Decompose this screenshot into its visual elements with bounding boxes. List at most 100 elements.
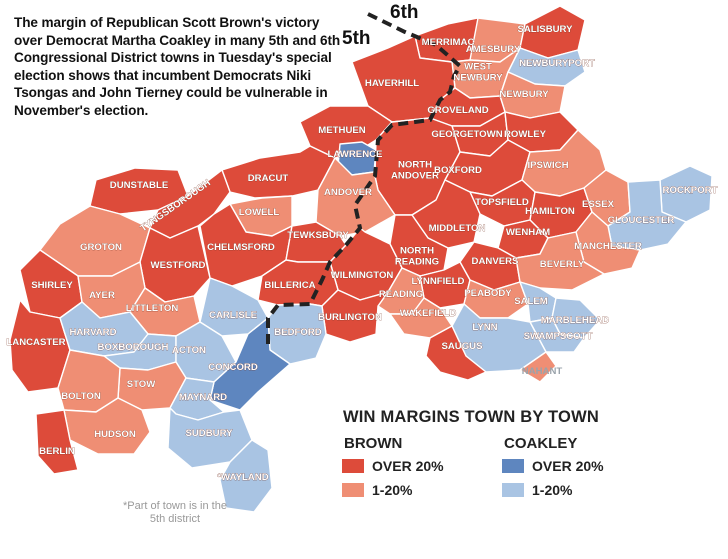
town-label-shirley: SHIRLEY [31, 280, 73, 291]
town-label-burlington: BURLINGTON [318, 312, 382, 323]
town-label-line-concord: CONCORD [208, 362, 258, 373]
map-caption: The margin of Republican Scott Brown's v… [14, 15, 341, 118]
legend-brown: BROWN OVER 20% 1-20% [342, 435, 464, 506]
town-region-nahant [519, 351, 557, 383]
town-label-line-stow: STOW [127, 379, 157, 390]
town-label-chelmsford: CHELMSFORD [207, 242, 275, 253]
town-label-line-hamilton: HAMILTON [525, 206, 575, 217]
town-label-line-amesbury: AMESBURY [466, 44, 521, 55]
town-region-wayland [219, 439, 273, 513]
town-label-line-west-newbury: NEWBURY [453, 73, 503, 84]
town-label-line-billerica: BILLERICA [264, 280, 315, 291]
town-label-newburyport: NEWBURYPORT [519, 58, 595, 69]
town-label-georgetown: GEORGETOWN [431, 129, 502, 140]
town-label-line-north-reading: READING [395, 257, 439, 268]
town-label-line-hudson: HUDSON [94, 429, 136, 440]
town-label-salem: SALEM [514, 296, 548, 307]
town-label-line-newbury: NEWBURY [499, 89, 549, 100]
town-label-line-groveland: GROVELAND [427, 105, 488, 116]
town-region-hudson [63, 397, 151, 455]
town-label-line-danvers: DANVERS [472, 256, 520, 267]
district-boundary [266, 12, 463, 348]
town-label-dunstable: DUNSTABLE [110, 180, 169, 191]
town-label-line-beverly: BEVERLY [540, 259, 585, 270]
town-label-essex: ESSEX [582, 199, 615, 210]
town-label-north-reading: NORTH READING [395, 246, 439, 268]
town-label-lynn: LYNN [472, 322, 497, 333]
legend-label-brown-over: OVER 20% [372, 458, 444, 474]
town-region-dunstable [89, 167, 189, 215]
town-label-stow: STOW [127, 379, 157, 390]
town-label-line-boxborough: BOXBOROUGH [98, 342, 169, 353]
town-label-line-haverhill: HAVERHILL [365, 78, 419, 89]
town-label-line-bedford: BEDFORD [274, 327, 322, 338]
town-region-berlin [35, 409, 79, 475]
town-label-line-bolton: BOLTON [61, 391, 101, 402]
town-label-concord: CONCORD [208, 362, 258, 373]
town-label-gloucester: GLOUCESTER [608, 215, 675, 226]
town-label-line-shirley: SHIRLEY [31, 280, 73, 291]
town-label-line-lynn: LYNN [472, 322, 497, 333]
town-label-line-lynnfield: LYNNFIELD [412, 276, 465, 287]
town-label-danvers: DANVERS [472, 256, 520, 267]
town-label-line-north-andover: ANDOVER [391, 171, 439, 182]
town-label-line-harvard: HARVARD [69, 327, 116, 338]
town-label-nahant: NAHANT [522, 366, 563, 377]
legend-item-coakley-over: OVER 20% [502, 458, 624, 474]
town-label-wakefield: WAKEFIELD [400, 308, 457, 319]
town-label-topsfield: TOPSFIELD [475, 197, 529, 208]
town-label-line-westford: WESTFORD [151, 260, 206, 271]
town-label-middleton: MIDDLETON [429, 223, 486, 234]
town-label-tewksbury: TEWKSBURY [287, 230, 349, 241]
town-label-line-west-newbury: WEST [464, 62, 492, 73]
swatch-coakley-under [502, 483, 524, 497]
town-label-line-gloucester: GLOUCESTER [608, 215, 675, 226]
town-label-line-methuen: METHUEN [318, 125, 366, 136]
town-label-line-reading: READING [379, 289, 423, 300]
town-region-saugus [425, 325, 487, 381]
town-label-line-burlington: BURLINGTON [318, 312, 382, 323]
town-label-beverly: BEVERLY [540, 259, 585, 270]
town-label-line-manchester: MANCHESTER [574, 241, 642, 252]
town-label-line-swampscott: SWAMPSCOTT [524, 331, 593, 342]
town-label-ipswich: IPSWICH [527, 160, 568, 171]
town-label-harvard: HARVARD [69, 327, 116, 338]
town-label-line-north-andover: NORTH [398, 160, 432, 171]
town-label-reading: READING [379, 289, 423, 300]
town-label-boxborough: BOXBOROUGH [98, 342, 169, 353]
town-label-lowell: LOWELL [239, 207, 280, 218]
town-label-line-saugus: SAUGUS [441, 341, 483, 352]
legend-item-coakley-under: 1-20% [502, 482, 624, 498]
swatch-brown-over [342, 459, 364, 473]
legend-label-brown-under: 1-20% [372, 482, 413, 498]
town-label-marblehead: MARBLEHEAD [541, 315, 609, 326]
legend-title: WIN MARGINS TOWN BY TOWN [343, 408, 599, 426]
town-label-line-peabody: PEABODY [464, 288, 512, 299]
town-label-dracut: DRACUT [248, 173, 289, 184]
district-label-5th: 5th [342, 28, 371, 49]
town-label-line-acton: ACTON [172, 345, 206, 356]
town-label-north-andover: NORTH ANDOVER [391, 160, 439, 182]
town-label-line-dracut: DRACUT [248, 173, 289, 184]
town-label-line-ipswich: IPSWICH [527, 160, 568, 171]
legend-coakley-heading: COAKLEY [504, 435, 578, 452]
town-label-lynnfield: LYNNFIELD [412, 276, 465, 287]
legend: WIN MARGINS TOWN BY TOWN BROWN OVER 20% … [342, 408, 722, 506]
town-label-line-berlin: BERLIN [39, 446, 75, 457]
town-region-burlington [321, 289, 389, 343]
town-label-line-middleton: MIDDLETON [429, 223, 486, 234]
town-region-wakefield [389, 297, 453, 339]
town-label-lancaster: LANCASTER [6, 337, 65, 348]
town-label-line-rockport: ROCKPORT [663, 185, 718, 196]
town-label-andover: ANDOVER [324, 187, 372, 198]
town-label-rowley: ROWLEY [504, 129, 547, 140]
town-label-lawrence: LAWRENCE [328, 149, 383, 160]
town-label-billerica: BILLERICA [264, 280, 315, 291]
town-label-peabody: PEABODY [464, 288, 512, 299]
town-label-line-merrimac: MERRIMAC [422, 37, 475, 48]
legend-item-brown-over: OVER 20% [342, 458, 464, 474]
town-label-groveland: GROVELAND [427, 105, 488, 116]
town-label-line-wakefield: WAKEFIELD [400, 308, 457, 319]
town-label-bedford: BEDFORD [274, 327, 322, 338]
town-label-line-andover: ANDOVER [324, 187, 372, 198]
